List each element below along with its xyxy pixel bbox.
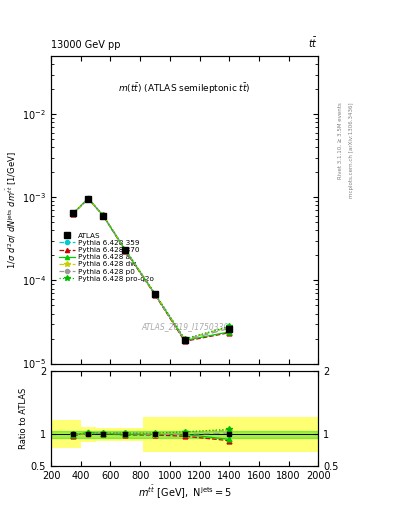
Y-axis label: $1/\sigma\ d^2\sigma/\ dN^{\rm jets}\ dm^{t\bar{t}}\ [\rm 1/GeV]$: $1/\sigma\ d^2\sigma/\ dN^{\rm jets}\ dm… [5, 151, 19, 269]
X-axis label: $m^{t\bar{t}}\ [\rm GeV],\ N^{\rm jets} = 5$: $m^{t\bar{t}}\ [\rm GeV],\ N^{\rm jets} … [138, 483, 232, 501]
Bar [116, 428, 143, 441]
Bar [143, 417, 173, 452]
Text: 13000 GeV pp: 13000 GeV pp [51, 40, 121, 50]
Bar [51, 431, 318, 437]
Bar [95, 428, 116, 441]
Legend: ATLAS, Pythia 6.428 359, Pythia 6.428 370, Pythia 6.428 a, Pythia 6.428 dw, Pyth: ATLAS, Pythia 6.428 359, Pythia 6.428 37… [57, 231, 155, 283]
Bar [51, 420, 81, 448]
Text: Rivet 3.1.10, ≥ 3.5M events: Rivet 3.1.10, ≥ 3.5M events [338, 102, 342, 179]
Bar [81, 427, 95, 442]
Text: mcplots.cern.ch [arXiv:1306.3436]: mcplots.cern.ch [arXiv:1306.3436] [349, 102, 354, 198]
Y-axis label: Ratio to ATLAS: Ratio to ATLAS [19, 388, 28, 449]
Bar [173, 417, 204, 452]
Bar [204, 417, 318, 452]
Text: $t\bar{t}$: $t\bar{t}$ [309, 36, 318, 50]
Text: $m(t\bar{t})$ (ATLAS semileptonic $t\bar{t}$): $m(t\bar{t})$ (ATLAS semileptonic $t\bar… [118, 81, 251, 96]
Text: ATLAS_2019_I1750330: ATLAS_2019_I1750330 [141, 322, 228, 331]
